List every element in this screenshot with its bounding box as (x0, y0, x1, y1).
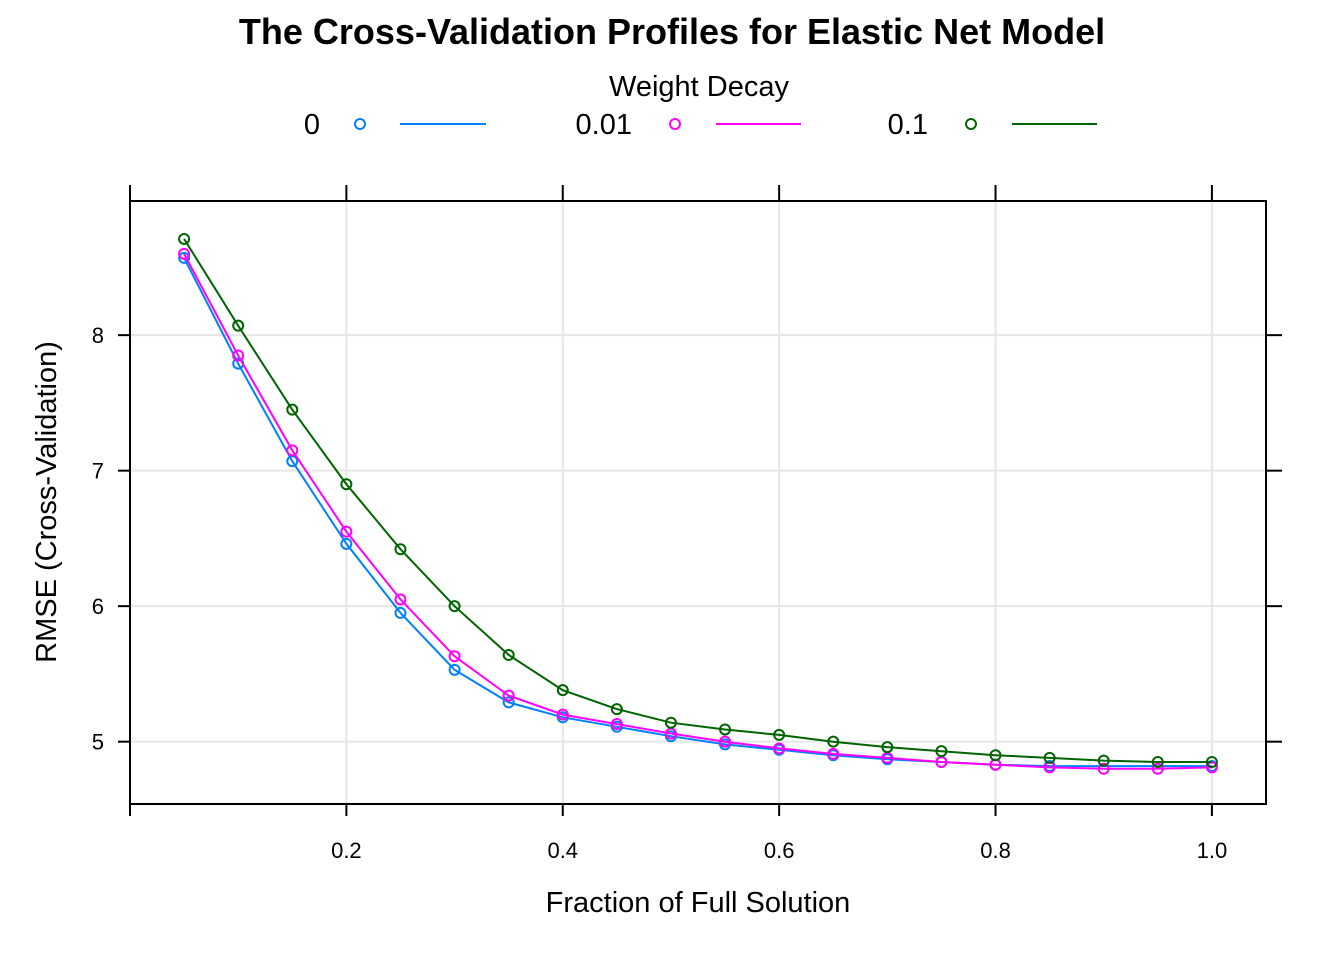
data-point (340, 537, 353, 550)
data-point (1097, 754, 1110, 767)
data-point (178, 232, 191, 245)
data-point (881, 741, 894, 754)
data-point (1151, 755, 1164, 768)
x-axis-label: Fraction of Full Solution (546, 887, 851, 919)
series-layer (178, 232, 1218, 775)
data-point (827, 735, 840, 748)
y-tick-label: 5 (92, 730, 104, 755)
y-tick-label: 8 (92, 323, 104, 348)
data-point (556, 708, 569, 721)
data-point (394, 606, 407, 619)
data-point (178, 247, 191, 260)
data-point (610, 718, 623, 731)
series-line (183, 253, 1212, 770)
data-point (664, 716, 677, 729)
legend-label: 0 (304, 109, 320, 141)
data-point (394, 593, 407, 606)
data-point (502, 648, 515, 661)
chart-title: The Cross-Validation Profiles for Elasti… (239, 11, 1105, 52)
data-point (1097, 762, 1110, 775)
data-point (232, 349, 245, 362)
data-point (178, 251, 191, 264)
y-tick-label: 6 (92, 594, 104, 619)
y-axis-label: RMSE (Cross-Validation) (31, 341, 63, 663)
data-point (989, 749, 1002, 762)
legend: Weight Decay 0 0.01 0.1 (304, 71, 1097, 141)
legend-marker (354, 118, 366, 130)
legend-marker (965, 118, 977, 130)
legend-marker (669, 118, 681, 130)
data-point (935, 745, 948, 758)
x-tick-label: 0.6 (764, 838, 795, 863)
data-point (1151, 762, 1164, 775)
x-tick-label: 0.8 (980, 838, 1011, 863)
data-point (448, 650, 461, 663)
x-tick-label: 0.2 (331, 838, 362, 863)
data-point (340, 525, 353, 538)
data-point (502, 689, 515, 702)
data-point (394, 543, 407, 556)
series-0.1 (178, 232, 1218, 768)
legend-entry: 0.01 (576, 109, 801, 141)
data-point (340, 478, 353, 491)
data-point (556, 684, 569, 697)
data-point (1043, 751, 1056, 764)
data-point (773, 742, 786, 755)
data-point (502, 696, 515, 709)
y-tick-label: 7 (92, 459, 104, 484)
data-point (610, 703, 623, 716)
data-point (719, 735, 732, 748)
data-point (286, 403, 299, 416)
axes: 0.2 0.4 0.6 0.8 1.0 5 6 7 8 (92, 185, 1282, 863)
data-point (286, 444, 299, 457)
data-point (1205, 761, 1218, 774)
legend-label: 0.1 (888, 109, 928, 141)
data-point (1205, 755, 1218, 768)
x-tick-label: 1.0 (1197, 838, 1228, 863)
legend-title: Weight Decay (609, 71, 789, 103)
legend-entry: 0.1 (888, 109, 1097, 141)
data-point (827, 747, 840, 760)
data-point (719, 723, 732, 736)
plot-frame (129, 200, 1267, 805)
grid (130, 201, 1266, 804)
x-tick-label: 0.4 (547, 838, 578, 863)
legend-entry: 0 (304, 109, 486, 141)
data-point (773, 728, 786, 741)
legend-label: 0.01 (576, 109, 632, 141)
data-point (448, 600, 461, 613)
series-line (183, 238, 1212, 763)
series-0.01 (178, 247, 1218, 775)
data-point (448, 663, 461, 676)
data-point (232, 319, 245, 332)
